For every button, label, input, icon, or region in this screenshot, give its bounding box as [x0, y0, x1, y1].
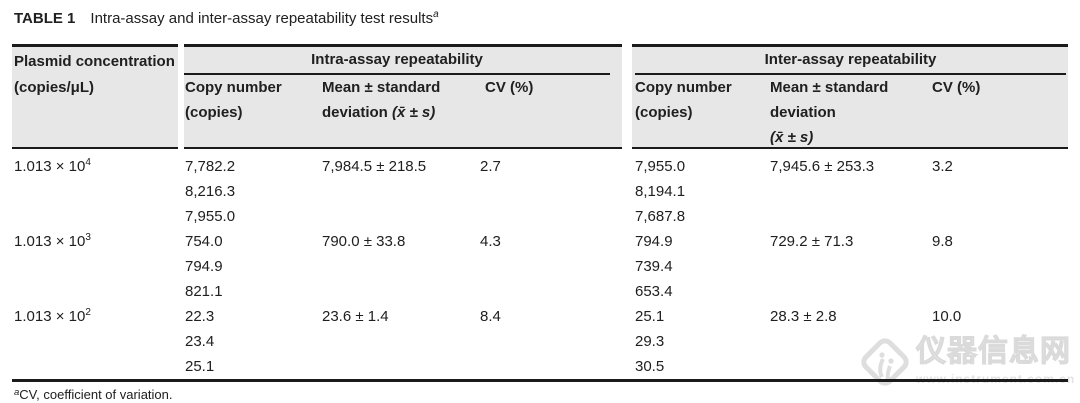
copy-value: 22.3 — [185, 308, 215, 325]
cell-intra-cv: 2.7 — [480, 158, 501, 175]
table-row-concentration-10e4: 1.013 × 104 7,782.2 8,216.3 7,955.0 7,98… — [12, 154, 1068, 229]
cell-inter-copy-numbers: 25.1 29.3 30.5 — [632, 304, 770, 379]
intra-subheaders: Copy number (copies) Mean ± standard dev… — [184, 75, 622, 125]
copy-value: 653.4 — [635, 283, 673, 300]
concentration-exponent: 4 — [85, 157, 91, 168]
copy-value: 8,216.3 — [185, 183, 236, 200]
copy-value: 25.1 — [635, 308, 665, 325]
copy-number-line2: (copies) — [185, 104, 243, 121]
copy-value: 821.1 — [185, 283, 223, 300]
copy-value: 794.9 — [185, 258, 223, 275]
footnote-text: CV, coefficient of variation. — [19, 387, 173, 402]
inter-subheaders: Copy number (copies) Mean ± standard dev… — [632, 75, 1068, 150]
intra-copy-number-header: Copy number (copies) — [184, 75, 322, 125]
cell-inter-copy-numbers: 7,955.0 8,194.1 7,687.8 — [632, 154, 770, 229]
plasmid-header-line2: (copies/μL) — [14, 79, 95, 96]
table-row-concentration-10e3: 1.013 × 103 754.0 794.9 821.1 790.0 ± 33… — [12, 229, 1068, 304]
intra-assay-group-header: Intra-assay repeatability — [311, 51, 483, 68]
copy-value: 8,194.1 — [635, 183, 686, 200]
copy-value: 30.5 — [635, 358, 665, 375]
footnote-marker: a — [14, 387, 20, 398]
title-footnote-marker: a — [433, 9, 439, 20]
copy-number-line1: Copy number — [635, 79, 732, 96]
mean-formula: (x̄ ± s) — [392, 104, 436, 121]
intra-group-rule — [184, 73, 610, 75]
copy-number-line1: Copy number — [185, 79, 282, 96]
cell-inter-cv: 10.0 — [932, 308, 962, 325]
plasmid-header-line1: Plasmid concentration — [14, 53, 175, 70]
copy-value: 754.0 — [185, 233, 223, 250]
plasmid-concentration-header: Plasmid concentration (copies/μL) — [12, 47, 178, 101]
intra-mean-sd-header: Mean ± standard deviation (x̄ ± s) — [322, 75, 480, 125]
header-panel-inter: Inter-assay repeatability Copy number (c… — [632, 44, 1068, 149]
cell-intra-copy-numbers: 7,782.2 8,216.3 7,955.0 — [185, 154, 322, 229]
intra-cv-header: CV (%) — [485, 79, 534, 96]
concentration-base: 1.013 × 10 — [14, 308, 86, 325]
copy-value: 739.4 — [635, 258, 673, 275]
table-footnote: aCV, coefficient of variation. — [12, 387, 1068, 402]
concentration-exponent: 2 — [85, 307, 91, 318]
cell-plasmid-concentration: 1.013 × 104 — [12, 154, 185, 229]
cell-intra-mean-sd: 790.0 ± 33.8 — [322, 233, 406, 250]
watermark-site-name: 仪器信息网 — [915, 335, 1071, 369]
mean-sd-line1: Mean ± standard — [770, 79, 889, 96]
table-title-text: Intra-assay and inter-assay repeatabilit… — [90, 10, 434, 27]
inter-assay-group-header: Inter-assay repeatability — [764, 51, 937, 68]
cell-intra-copy-numbers: 22.3 23.4 25.1 — [185, 304, 322, 379]
copy-value: 25.1 — [185, 358, 215, 375]
cell-inter-copy-numbers: 794.9 739.4 653.4 — [632, 229, 770, 304]
copy-value: 29.3 — [635, 333, 665, 350]
mean-sd-line2: deviation (x̄ ± s) — [322, 104, 436, 121]
header-panel-intra: Intra-assay repeatability Copy number (c… — [184, 44, 622, 149]
table-row-concentration-10e2: 1.013 × 102 22.3 23.4 25.1 23.6 ± 1.4 8.… — [12, 304, 1068, 379]
table-bottom-rule — [12, 379, 1068, 382]
cell-plasmid-concentration: 1.013 × 103 — [12, 229, 185, 304]
table-caption: TABLE 1 Intra-assay and inter-assay repea… — [14, 9, 439, 27]
copy-value: 794.9 — [635, 233, 673, 250]
concentration-base: 1.013 × 10 — [14, 233, 86, 250]
cell-intra-mean-sd: 7,984.5 ± 218.5 — [322, 158, 427, 175]
instrument-site-logo-icon — [860, 335, 912, 396]
cell-inter-mean-sd: 28.3 ± 2.8 — [770, 308, 837, 325]
header-panel-plasmid: Plasmid concentration (copies/μL) — [12, 44, 178, 149]
cell-inter-mean-sd: 729.2 ± 71.3 — [770, 233, 854, 250]
inter-mean-sd-header: Mean ± standard deviation (x̄ ± s) — [770, 75, 932, 150]
inter-copy-number-header: Copy number (copies) — [632, 75, 770, 150]
concentration-exponent: 3 — [85, 232, 91, 243]
cell-plasmid-concentration: 1.013 × 102 — [12, 304, 185, 379]
concentration-base: 1.013 × 10 — [14, 158, 86, 175]
cell-inter-cv: 9.8 — [932, 233, 953, 250]
mean-sd-line2: deviation — [770, 104, 836, 121]
cell-intra-mean-sd: 23.6 ± 1.4 — [322, 308, 389, 325]
copy-value: 7,955.0 — [635, 158, 686, 175]
copy-value: 7,782.2 — [185, 158, 236, 175]
table-body: 1.013 × 104 7,782.2 8,216.3 7,955.0 7,98… — [12, 149, 1068, 379]
cell-intra-copy-numbers: 754.0 794.9 821.1 — [185, 229, 322, 304]
copy-value: 7,955.0 — [185, 208, 236, 225]
table-header: Plasmid concentration (copies/μL) Intra-… — [12, 44, 1068, 149]
copy-value: 7,687.8 — [635, 208, 686, 225]
copy-value: 23.4 — [185, 333, 215, 350]
inter-group-rule — [635, 73, 1066, 75]
copy-number-line2: (copies) — [635, 104, 693, 121]
cell-intra-cv: 8.4 — [480, 308, 501, 325]
inter-cv-header: CV (%) — [932, 79, 981, 96]
results-table: Plasmid concentration (copies/μL) Intra-… — [12, 44, 1068, 402]
cell-inter-mean-sd: 7,945.6 ± 253.3 — [770, 158, 875, 175]
cell-intra-cv: 4.3 — [480, 233, 501, 250]
table-number-label: TABLE 1 — [14, 10, 76, 27]
mean-formula: (x̄ ± s) — [770, 129, 814, 146]
cell-inter-cv: 3.2 — [932, 158, 953, 175]
mean-sd-line1: Mean ± standard — [322, 79, 441, 96]
